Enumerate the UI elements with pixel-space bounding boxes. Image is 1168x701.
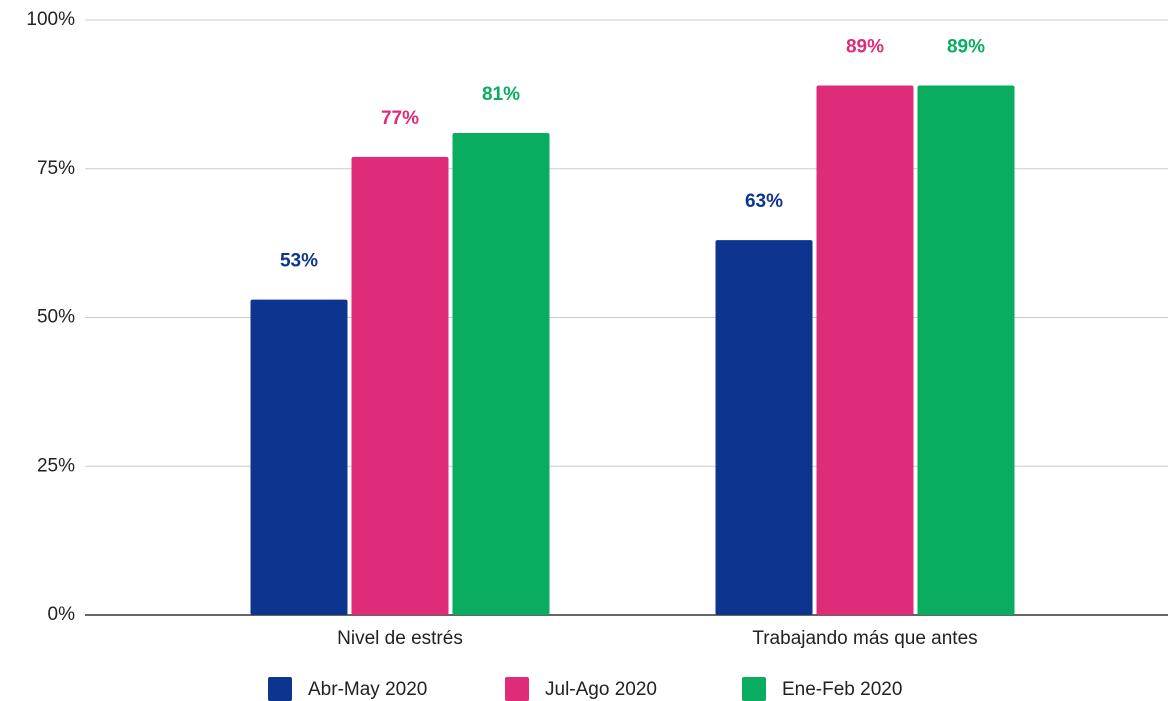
value-label: 63% xyxy=(745,191,783,212)
value-label: 53% xyxy=(280,251,318,272)
value-label: 77% xyxy=(381,108,419,129)
bar xyxy=(917,85,1015,615)
y-tick-label: 0% xyxy=(48,604,76,625)
legend-label: Ene-Feb 2020 xyxy=(782,679,902,700)
x-tick-label: Trabajando más que antes xyxy=(752,628,977,649)
y-tick-label: 50% xyxy=(37,307,75,328)
bar xyxy=(715,240,813,615)
legend-label: Abr-May 2020 xyxy=(308,679,427,700)
x-tick-label: Nivel de estrés xyxy=(337,628,463,649)
y-tick-label: 75% xyxy=(37,158,75,179)
bar xyxy=(816,85,914,615)
y-tick-label: 100% xyxy=(26,9,75,30)
bar xyxy=(250,299,348,615)
legend-swatch xyxy=(505,677,529,701)
bar xyxy=(351,156,449,615)
y-tick-label: 25% xyxy=(37,455,75,476)
value-label: 89% xyxy=(947,36,985,57)
legend-swatch xyxy=(268,677,292,701)
value-label: 81% xyxy=(482,84,520,105)
bar xyxy=(452,133,550,616)
legend-label: Jul-Ago 2020 xyxy=(545,679,657,700)
value-label: 89% xyxy=(846,36,884,57)
legend-swatch xyxy=(742,677,766,701)
